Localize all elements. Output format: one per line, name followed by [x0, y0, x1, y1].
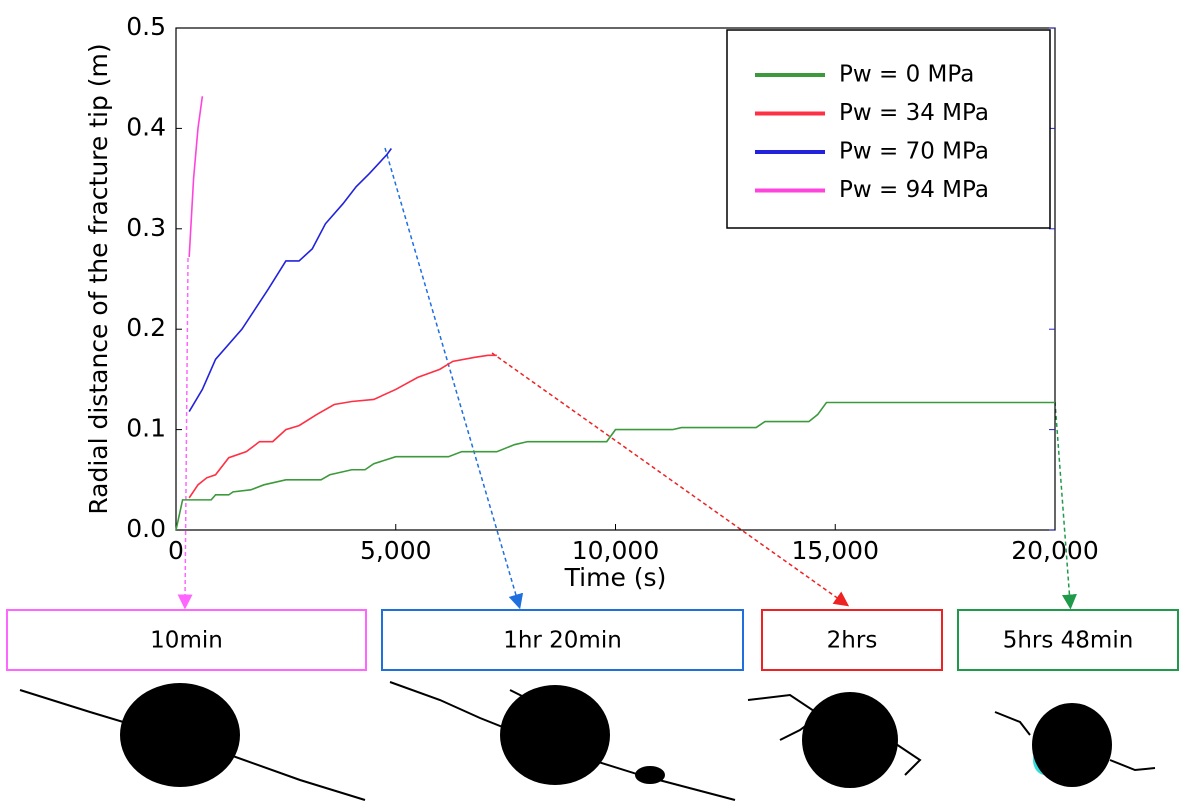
legend-label: Pw = 94 MPa — [839, 177, 989, 203]
series-line — [175, 401, 1055, 531]
series-line — [188, 148, 393, 412]
x-tick-label: 5,000 — [360, 536, 432, 565]
y-tick-label: 0.1 — [126, 414, 166, 443]
series-line — [188, 96, 204, 257]
annotation-arrows — [177, 147, 1077, 610]
y-axis-label: Radial distance of the fracture tip (m) — [84, 43, 113, 514]
x-tick-label: 10,000 — [572, 536, 659, 565]
blob — [635, 766, 665, 784]
y-tick-label: 0.3 — [126, 213, 166, 242]
blob — [500, 685, 610, 785]
legend-label: Pw = 34 MPa — [839, 100, 989, 126]
y-tick-label: 0.2 — [126, 313, 166, 342]
x-tick-label: 0 — [168, 536, 184, 565]
y-tick-label: 0.0 — [126, 514, 166, 543]
crack — [994, 711, 1031, 736]
x-axis-label: Time (s) — [564, 563, 667, 592]
x-tick-label: 15,000 — [792, 536, 879, 565]
blob — [120, 683, 240, 787]
annotation-box — [6, 609, 367, 671]
annotation-label: 5hrs 48min — [1003, 628, 1134, 654]
legend-label: Pw = 70 MPa — [839, 139, 989, 165]
arrow — [177, 257, 193, 610]
annotation-box — [761, 609, 943, 671]
annotation-label: 1hr 20min — [503, 628, 622, 654]
annotation-box — [381, 609, 744, 671]
annotation-label: 2hrs — [827, 628, 878, 654]
arrow — [384, 147, 524, 610]
arrow — [491, 352, 850, 607]
legend-label: Pw = 0 MPa — [839, 62, 974, 88]
legend-box — [726, 29, 1051, 229]
crack — [1109, 759, 1156, 772]
annotation-label: 10min — [150, 628, 223, 654]
blob — [802, 692, 898, 788]
series-line — [188, 354, 497, 499]
y-tick-label: 0.5 — [126, 12, 166, 41]
arrow — [1054, 401, 1077, 610]
x-tick-label: 20,000 — [1011, 536, 1098, 565]
annotation-box — [957, 609, 1179, 671]
crack — [889, 739, 922, 776]
fracture-images — [19, 681, 1156, 801]
y-tick-label: 0.4 — [126, 112, 166, 141]
blob — [1032, 703, 1112, 787]
